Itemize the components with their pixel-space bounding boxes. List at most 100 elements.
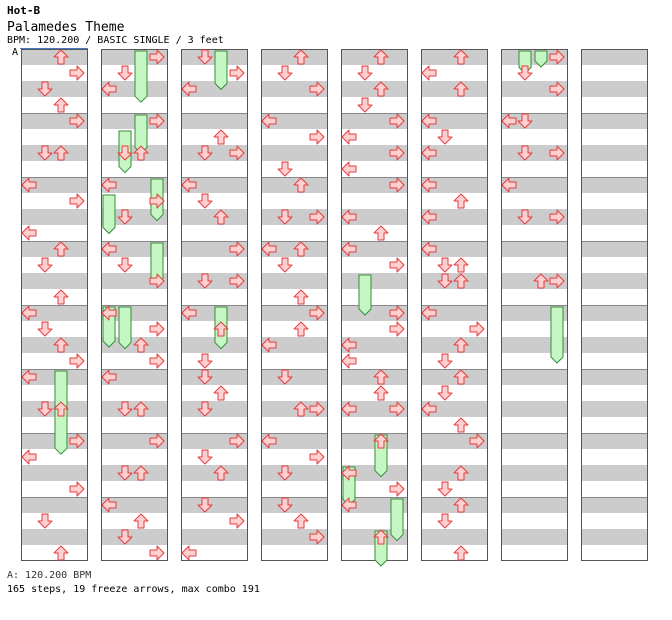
step-arrow-up [293,177,309,193]
step-arrow-up [453,417,469,433]
step-arrow-up [133,337,149,353]
step-arrow-up [53,97,69,113]
step-arrow-down [37,257,53,273]
step-arrow-left [101,177,117,193]
step-arrow-down [517,145,533,161]
step-arrow-down [117,465,133,481]
step-arrow-up [373,385,389,401]
step-arrow-right [389,257,405,273]
step-arrow-left [21,449,37,465]
step-arrow-left [21,369,37,385]
step-arrow-right [149,49,165,65]
step-arrow-down [117,401,133,417]
chart-column [21,49,88,561]
step-arrow-up [53,49,69,65]
step-arrow-down [197,145,213,161]
step-arrow-up [453,81,469,97]
step-arrow-down [197,449,213,465]
step-arrow-down [197,369,213,385]
step-arrow-down [117,145,133,161]
step-arrow-left [261,433,277,449]
step-arrow-left [21,177,37,193]
step-arrow-down [117,529,133,545]
step-arrow-up [373,225,389,241]
step-arrow-up [293,49,309,65]
step-arrow-left [341,129,357,145]
step-arrow-down [197,353,213,369]
step-arrow-up [213,465,229,481]
step-arrow-down [37,81,53,97]
step-arrow-up [373,369,389,385]
step-arrow-up [453,369,469,385]
step-arrow-left [261,241,277,257]
step-arrow-left [421,305,437,321]
step-arrow-down [277,209,293,225]
step-arrow-down [357,65,373,81]
chart-info: BPM: 120.200 / BASIC SINGLE / 3 feet [7,35,224,46]
step-arrow-up [373,49,389,65]
step-arrow-left [341,161,357,177]
step-arrow-left [21,225,37,241]
step-arrow-up [53,145,69,161]
step-arrow-down [437,353,453,369]
step-arrow-down [437,385,453,401]
step-arrow-down [437,129,453,145]
chart-column [421,49,488,561]
step-arrow-up [453,49,469,65]
freeze-arrow [358,274,372,316]
step-arrow-left [421,241,437,257]
step-arrow-right [389,177,405,193]
step-arrow-left [181,545,197,561]
step-arrow-left [421,209,437,225]
step-arrow-up [453,273,469,289]
step-arrow-up [53,401,69,417]
step-arrow-right [549,145,565,161]
freeze-arrow [102,194,116,235]
step-arrow-down [117,65,133,81]
step-arrow-right [69,353,85,369]
step-arrow-right [309,209,325,225]
step-arrow-left [181,177,197,193]
step-arrow-up [293,241,309,257]
step-arrow-left [501,113,517,129]
bpm-marker-label: A [12,47,19,58]
step-arrow-up [453,193,469,209]
step-arrow-up [213,321,229,337]
step-arrow-down [277,497,293,513]
step-arrow-left [421,65,437,81]
step-arrow-down [277,465,293,481]
step-arrow-right [389,113,405,129]
step-arrow-up [293,321,309,337]
step-arrow-up [293,289,309,305]
freeze-arrow [134,50,148,103]
step-arrow-up [53,337,69,353]
freeze-arrow [118,306,132,350]
step-arrow-right [229,433,245,449]
freeze-arrow [214,50,228,91]
step-arrow-left [421,145,437,161]
step-arrow-down [517,209,533,225]
step-arrow-down [517,113,533,129]
step-arrow-left [181,81,197,97]
step-arrow-right [69,113,85,129]
step-arrow-right [149,113,165,129]
step-arrow-left [101,305,117,321]
chart-column [261,49,328,561]
freeze-arrow [534,50,548,68]
chart-column [181,49,248,561]
step-arrow-left [341,241,357,257]
step-arrow-up [373,529,389,545]
step-arrow-right [549,209,565,225]
step-arrow-up [213,385,229,401]
step-arrow-left [341,401,357,417]
step-arrow-down [277,65,293,81]
song-title: Palamedes Theme [7,20,125,35]
step-arrow-down [197,497,213,513]
step-arrow-right [469,321,485,337]
step-arrow-down [37,401,53,417]
step-arrow-right [549,273,565,289]
step-arrow-right [149,353,165,369]
step-arrow-up [453,257,469,273]
step-arrow-up [373,81,389,97]
step-arrow-up [373,433,389,449]
